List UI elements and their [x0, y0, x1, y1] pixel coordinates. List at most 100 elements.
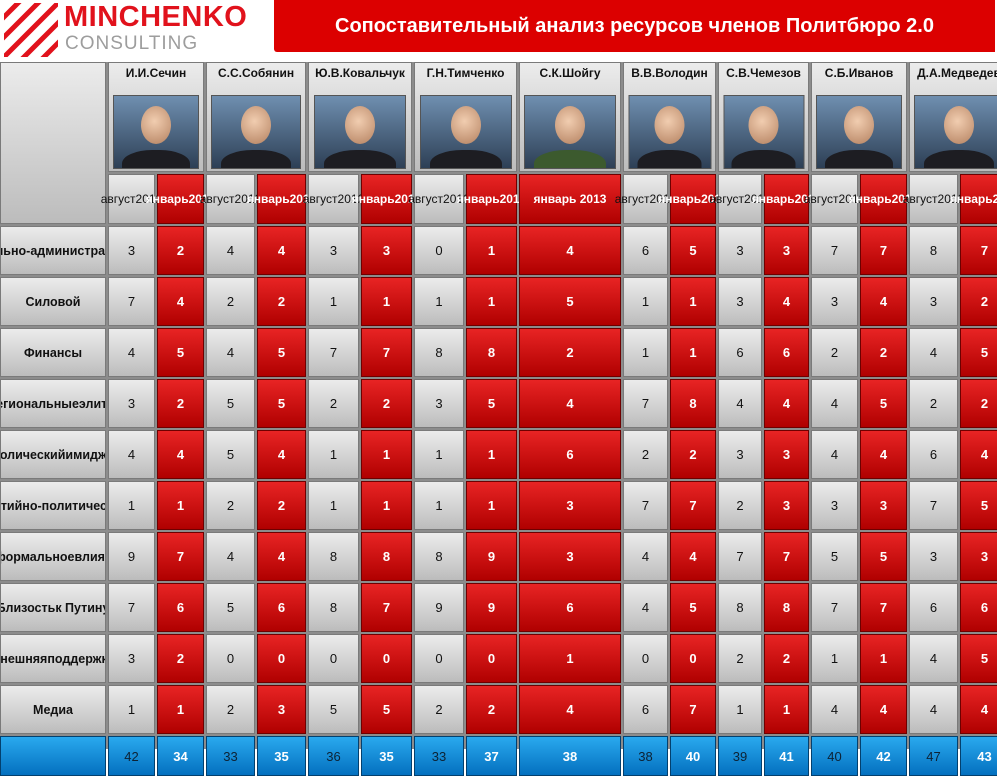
member-photo — [113, 95, 199, 169]
period-label-aug: август 2012 — [408, 174, 470, 224]
total-jan: 37 — [466, 736, 517, 776]
value-aug: 9 — [108, 532, 155, 581]
value-jan: 2 — [157, 634, 204, 683]
period-label-aug: август 2012 — [200, 174, 261, 224]
portrait-body-icon — [923, 150, 995, 168]
value-jan: 6 — [519, 430, 621, 479]
value-aug: 7 — [108, 277, 155, 326]
value-aug: 8 — [718, 583, 762, 632]
portrait-face-icon — [450, 106, 481, 144]
corner-label — [0, 62, 106, 224]
member-photo — [723, 95, 804, 169]
member-name: И.И.Сечин — [125, 66, 187, 80]
resource-label: Символическийимиджевый — [0, 430, 106, 479]
value-aug: 0 — [414, 634, 464, 683]
value-jan: 0 — [257, 634, 306, 683]
value-aug: 1 — [308, 277, 359, 326]
member-photo — [914, 95, 997, 169]
value-jan: 5 — [157, 328, 204, 377]
value-jan: 7 — [157, 532, 204, 581]
value-jan: 7 — [670, 481, 716, 530]
value-aug: 1 — [308, 481, 359, 530]
value-jan: 4 — [257, 430, 306, 479]
member-photo — [211, 95, 301, 169]
value-jan: 1 — [860, 634, 907, 683]
value-aug: 8 — [308, 532, 359, 581]
resource-label: Формально-административный — [0, 226, 106, 275]
value-jan: 4 — [960, 430, 997, 479]
value-jan: 6 — [519, 583, 621, 632]
resource-table: Формально-административныйСиловойФинансы… — [0, 62, 997, 776]
value-jan: 6 — [257, 583, 306, 632]
member-name: С.К.Шойгу — [539, 66, 601, 80]
total-aug: 36 — [308, 736, 359, 776]
value-jan: 4 — [960, 685, 997, 734]
member-photo — [314, 95, 406, 169]
portrait-face-icon — [844, 106, 874, 144]
value-aug: 7 — [909, 481, 958, 530]
total-aug: 33 — [206, 736, 255, 776]
total-jan: 41 — [764, 736, 809, 776]
portrait-body-icon — [429, 150, 502, 168]
value-jan: 2 — [361, 379, 412, 428]
value-jan: 3 — [764, 226, 809, 275]
value-aug: 9 — [414, 583, 464, 632]
member-header: С.В.Чемезов — [718, 62, 809, 172]
value-jan: 0 — [466, 634, 517, 683]
value-jan: 2 — [764, 634, 809, 683]
member-header: Ю.В.Ковальчук — [308, 62, 412, 172]
brand-subtitle: CONSULTING — [65, 33, 199, 54]
value-aug: 2 — [718, 634, 762, 683]
total-aug: 47 — [909, 736, 958, 776]
value-aug: 7 — [623, 379, 668, 428]
portrait-face-icon — [748, 106, 779, 144]
member-name: С.В.Чемезов — [726, 66, 801, 80]
portrait-face-icon — [141, 106, 171, 144]
value-jan: 5 — [466, 379, 517, 428]
value-jan: 3 — [764, 481, 809, 530]
value-jan: 2 — [257, 277, 306, 326]
value-aug: 6 — [909, 583, 958, 632]
period-label-aug: август 2012 — [903, 174, 964, 224]
value-aug: 8 — [414, 532, 464, 581]
portrait-body-icon — [324, 150, 396, 168]
value-jan: 3 — [519, 481, 621, 530]
value-jan: 8 — [466, 328, 517, 377]
member-name: С.С.Собянин — [217, 66, 295, 80]
value-aug: 4 — [811, 379, 858, 428]
value-jan: 5 — [519, 277, 621, 326]
value-jan: 1 — [519, 634, 621, 683]
value-jan: 1 — [157, 481, 204, 530]
value-jan: 3 — [764, 430, 809, 479]
value-aug: 2 — [308, 379, 359, 428]
value-jan: 5 — [257, 328, 306, 377]
value-aug: 5 — [811, 532, 858, 581]
portrait-body-icon — [220, 150, 292, 168]
value-jan: 1 — [157, 685, 204, 734]
value-aug: 3 — [811, 481, 858, 530]
value-aug: 5 — [206, 430, 255, 479]
resource-label: Финансы — [0, 328, 106, 377]
value-jan: 5 — [257, 379, 306, 428]
value-aug: 7 — [811, 226, 858, 275]
value-aug: 2 — [414, 685, 464, 734]
value-jan: 7 — [361, 328, 412, 377]
value-aug: 2 — [206, 685, 255, 734]
portrait-body-icon — [825, 150, 893, 168]
value-jan: 5 — [361, 685, 412, 734]
member-name: Ю.В.Ковальчук — [315, 66, 405, 80]
value-jan: 1 — [670, 328, 716, 377]
logo: MINCHENKO CONSULTING — [0, 0, 272, 60]
value-aug: 2 — [909, 379, 958, 428]
value-aug: 6 — [623, 226, 668, 275]
period-label-aug: август 2012 — [101, 174, 162, 224]
member-header: И.И.Сечин — [108, 62, 204, 172]
value-jan: 7 — [361, 583, 412, 632]
value-aug: 3 — [414, 379, 464, 428]
portrait-face-icon — [654, 106, 685, 144]
value-aug: 1 — [108, 685, 155, 734]
value-aug: 5 — [308, 685, 359, 734]
value-aug: 7 — [623, 481, 668, 530]
